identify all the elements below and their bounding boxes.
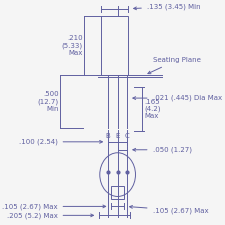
Text: .135 (3.45) Min: .135 (3.45) Min	[134, 3, 200, 10]
Text: .210
(5.33)
Max: .210 (5.33) Max	[62, 35, 83, 56]
Text: B: B	[106, 133, 110, 139]
Text: C: C	[125, 133, 130, 139]
Bar	[101, 16, 128, 75]
Text: .500
(12.7)
Min: .500 (12.7) Min	[37, 91, 58, 112]
Bar	[111, 186, 124, 199]
Text: .165
(4.2)
Max: .165 (4.2) Max	[144, 99, 161, 119]
Text: .205 (5.2) Max: .205 (5.2) Max	[7, 212, 93, 219]
Text: Seating Plane: Seating Plane	[148, 57, 200, 74]
Text: .050 (1.27): .050 (1.27)	[133, 146, 191, 153]
Text: .021 (.445) Dia Max: .021 (.445) Dia Max	[133, 95, 222, 101]
Text: .105 (2.67) Max: .105 (2.67) Max	[2, 203, 106, 210]
Text: .100 (2.54): .100 (2.54)	[19, 139, 102, 145]
Text: .105 (2.67) Max: .105 (2.67) Max	[130, 205, 208, 214]
Text: E: E	[115, 133, 120, 139]
